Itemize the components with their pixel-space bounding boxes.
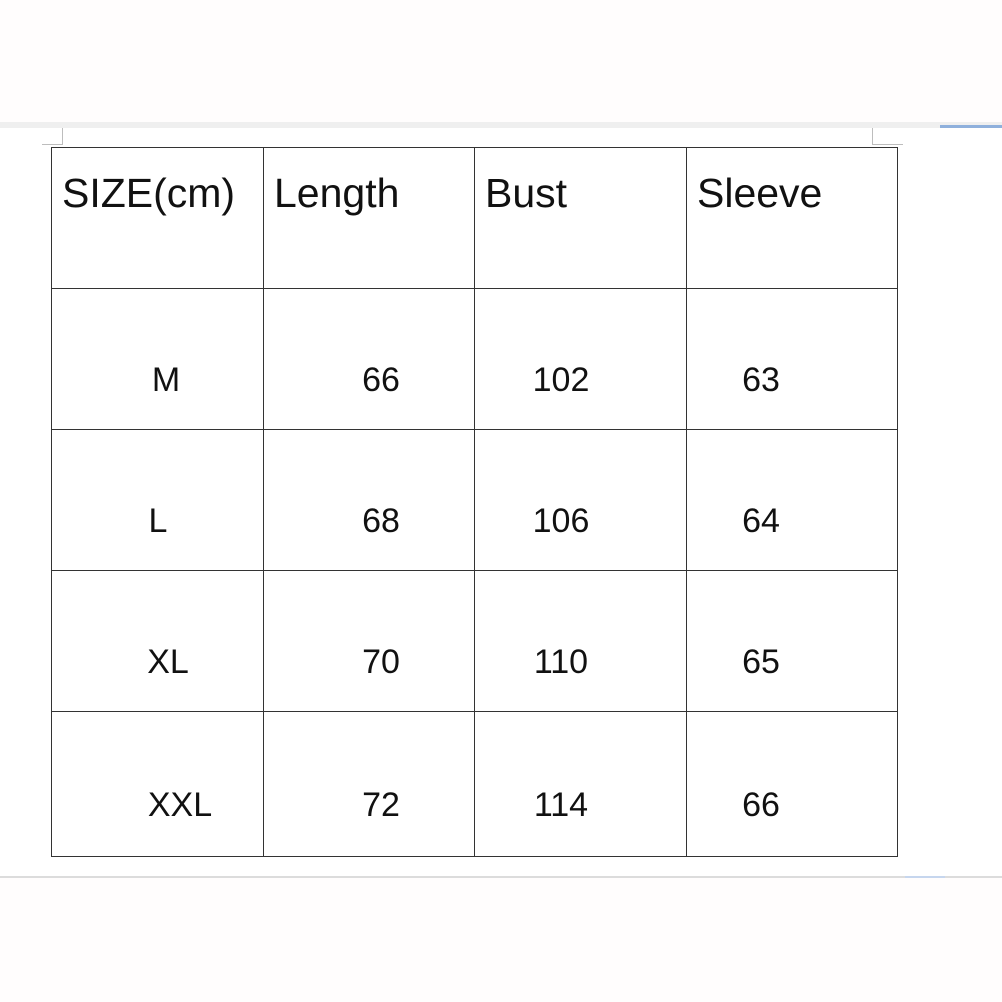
- size-value: XL: [147, 643, 189, 681]
- header-bust: Bust: [485, 170, 568, 216]
- sleeve-cell: 64: [686, 429, 898, 571]
- length-cell: 68: [263, 429, 475, 571]
- size-cell: XL: [51, 570, 264, 712]
- sleeve-cell: 66: [686, 711, 898, 857]
- selection-marker: [940, 125, 1002, 128]
- table-row: L 68 106 64: [51, 429, 898, 571]
- header-cell: Length: [263, 147, 475, 289]
- margin-corner-mark: [872, 128, 903, 145]
- length-cell: 66: [263, 288, 475, 430]
- length-cell: 70: [263, 570, 475, 712]
- length-value: 70: [362, 643, 400, 681]
- header-cell: SIZE(cm): [51, 147, 264, 289]
- bust-cell: 102: [474, 288, 687, 430]
- bust-cell: 110: [474, 570, 687, 712]
- length-value: 66: [362, 361, 400, 399]
- sleeve-cell: 65: [686, 570, 898, 712]
- sleeve-value: 66: [742, 786, 780, 824]
- sleeve-value: 64: [742, 502, 780, 540]
- length-value: 72: [362, 786, 400, 824]
- header-length: Length: [274, 170, 400, 216]
- size-value: M: [151, 361, 181, 399]
- bust-value: 102: [532, 361, 590, 399]
- table-row: M 66 102 63: [51, 288, 898, 430]
- bust-cell: 106: [474, 429, 687, 571]
- selection-marker: [905, 876, 945, 878]
- bust-value: 114: [533, 786, 589, 824]
- margin-corner-mark: [42, 128, 63, 145]
- bust-cell: 114: [474, 711, 687, 857]
- header-size: SIZE(cm): [62, 170, 236, 216]
- header-row: SIZE(cm) Length Bust Sleeve: [51, 147, 898, 289]
- header-cell: Bust: [474, 147, 687, 289]
- size-value: L: [148, 502, 168, 540]
- size-chart-table: SIZE(cm) Length Bust Sleeve M 66 102 63 …: [51, 147, 898, 857]
- page-top-edge: [0, 122, 1002, 128]
- size-cell: M: [51, 288, 264, 430]
- sleeve-value: 65: [742, 643, 780, 681]
- size-cell: XXL: [51, 711, 264, 857]
- table-row: XXL 72 114 66: [51, 711, 898, 857]
- header-sleeve: Sleeve: [697, 170, 823, 216]
- sleeve-cell: 63: [686, 288, 898, 430]
- bust-value: 110: [533, 643, 589, 681]
- length-value: 68: [362, 502, 400, 540]
- bust-value: 106: [532, 502, 590, 540]
- size-value: XXL: [147, 786, 213, 824]
- table-row: XL 70 110 65: [51, 570, 898, 712]
- length-cell: 72: [263, 711, 475, 857]
- size-cell: L: [51, 429, 264, 571]
- sleeve-value: 63: [742, 361, 780, 399]
- page-bottom-edge: [0, 876, 1002, 878]
- header-cell: Sleeve: [686, 147, 898, 289]
